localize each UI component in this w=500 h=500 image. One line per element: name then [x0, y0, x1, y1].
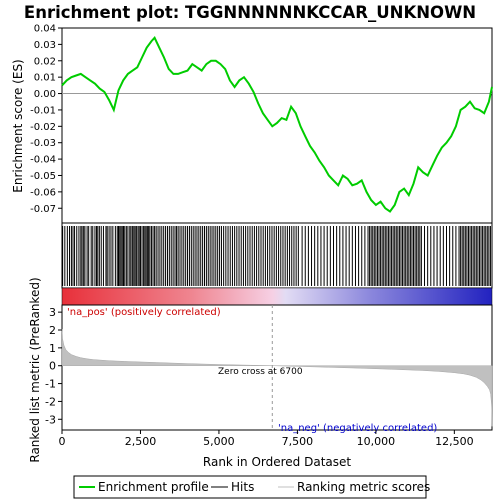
x-tick-label: 0	[59, 435, 66, 448]
legend: Enrichment profile Hits Ranking metric s…	[73, 475, 430, 499]
es-y-tick-label: 0.03	[34, 40, 56, 51]
es-y-tick-label: -0.07	[30, 204, 56, 215]
ranked-y-axis-label: Ranked list metric (PreRanked)	[28, 277, 42, 462]
es-y-tick-label: -0.06	[30, 187, 56, 198]
es-y-axis-label: Enrichment score (ES)	[11, 59, 25, 192]
hit-markers	[62, 226, 491, 286]
es-y-tick-label: 0.01	[34, 73, 56, 84]
ranked-panel: 3 2 1 0 -1 -2 -3 'na_pos' (positively correlat…	[28, 277, 493, 463]
pos-label: 'na_pos' (positively correlated)	[67, 307, 221, 318]
ranked-y-tick-label: 2	[49, 324, 56, 337]
hits-panel	[61, 222, 493, 289]
es-y-tick-label: -0.03	[30, 138, 56, 149]
x-axis-ticks: 0 2,500 5,000 7,500 10,000 12,500	[59, 430, 474, 448]
ranked-y-tick-label: 3	[49, 306, 56, 319]
es-panel: 0.04 0.03 0.02 0.01 0.00 -0.01 -0.02 -0.03 -0.04…	[11, 24, 493, 224]
x-tick-label: 10,000	[357, 435, 396, 448]
legend-label-enrichment: Enrichment profile	[98, 480, 209, 494]
zero-cross-label: Zero cross at 6700	[218, 367, 303, 377]
es-y-tick-label: -0.01	[30, 105, 56, 116]
neg-label: 'na_neg' (negatively correlated)	[278, 423, 437, 434]
es-y-tick-label: 0.00	[34, 89, 56, 100]
enrichment-profile-line	[61, 36, 493, 213]
ranked-y-ticks: 3 2 1 0 -1 -2 -3	[45, 306, 62, 426]
ranked-y-tick-label: -3	[45, 413, 56, 426]
es-y-tick-label: -0.02	[30, 122, 56, 133]
ranked-y-tick-label: -1	[45, 378, 56, 391]
es-y-tick-label: -0.05	[30, 171, 56, 182]
legend-box	[73, 475, 427, 499]
x-tick-label: 5,000	[203, 435, 235, 448]
es-y-ticks: 0.04 0.03 0.02 0.01 0.00 -0.01 -0.02 -0.03 -0.04…	[30, 24, 62, 215]
rank-color-bar	[61, 287, 493, 306]
legend-label-ranking: Ranking metric scores	[297, 480, 430, 494]
x-axis-label: Rank in Ordered Dataset	[203, 455, 351, 469]
ranked-y-tick-label: 1	[49, 342, 56, 355]
es-y-tick-label: 0.04	[34, 24, 56, 35]
ranking-metric-area	[61, 329, 493, 427]
es-y-tick-label: -0.04	[30, 155, 56, 166]
es-y-tick-label: 0.02	[34, 56, 56, 67]
ranked-y-tick-label: 0	[49, 360, 56, 373]
ranked-y-tick-label: -2	[45, 395, 56, 408]
x-tick-label: 2,500	[125, 435, 157, 448]
legend-label-hits: Hits	[231, 480, 254, 494]
x-tick-label: 7,500	[282, 435, 314, 448]
rank-gradient	[61, 287, 493, 306]
chart-title: Enrichment plot: TGGNNNNNNKCCAR_UNKNOWN	[24, 3, 476, 22]
x-tick-label: 12,500	[435, 435, 474, 448]
es-panel-frame	[61, 27, 493, 224]
